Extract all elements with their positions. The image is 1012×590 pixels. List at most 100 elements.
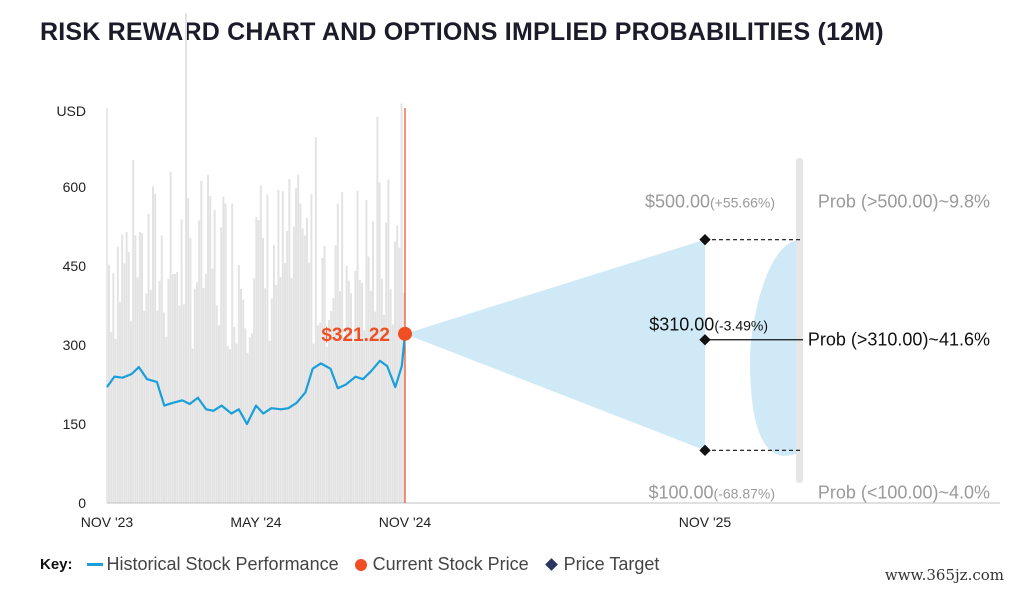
target-diamond bbox=[699, 334, 711, 346]
volume-bar bbox=[130, 321, 132, 503]
volume-bar bbox=[295, 188, 297, 504]
volume-bar bbox=[259, 185, 262, 503]
y-tick-label: 0 bbox=[78, 495, 86, 511]
target-price-label: $500.00(+55.66%) bbox=[645, 192, 775, 212]
volume-bar bbox=[125, 232, 128, 503]
volume-bar bbox=[339, 291, 341, 503]
volume-bar bbox=[277, 189, 280, 503]
volume-bar bbox=[127, 252, 130, 503]
volume-bar bbox=[174, 274, 176, 503]
volume-bar bbox=[361, 282, 363, 503]
volume-bar bbox=[119, 301, 121, 503]
y-tick-label: 600 bbox=[63, 179, 87, 195]
axes: USD 0 150 300 450 600 NOV '23 MAY '24 NOV '24 NOV… bbox=[56, 103, 1000, 530]
volume-bar bbox=[334, 245, 337, 503]
target-price-value: $500.00 bbox=[645, 192, 710, 212]
volume-bar bbox=[292, 226, 295, 503]
legend-key-label: Key: bbox=[40, 556, 73, 573]
line-swatch-icon bbox=[86, 563, 103, 566]
target-price-value: $100.00 bbox=[648, 482, 713, 502]
target-probability-label: Prob (>310.00)~41.6% bbox=[808, 330, 990, 350]
x-tick-label: NOV '23 bbox=[81, 514, 134, 530]
volume-bar bbox=[394, 241, 396, 503]
legend-item-history: Historical Stock Performance bbox=[86, 554, 339, 575]
volume-bar bbox=[255, 216, 258, 503]
volume-bar bbox=[244, 328, 247, 503]
volume-bar bbox=[336, 203, 339, 503]
volume-bar bbox=[347, 280, 350, 503]
volume-bar bbox=[268, 340, 271, 503]
target-price-pct: (+55.66%) bbox=[710, 195, 775, 211]
volume-bar bbox=[240, 289, 242, 503]
volume-bar bbox=[317, 325, 319, 503]
volume-bar bbox=[226, 346, 229, 503]
target-probability-label: Prob (<100.00)~4.0% bbox=[818, 482, 990, 502]
volume-bar bbox=[215, 305, 218, 503]
target-price-label: $310.00(-3.49%) bbox=[649, 315, 768, 335]
volume-bar bbox=[301, 228, 304, 503]
volume-bar bbox=[310, 194, 313, 503]
legend-history-label: Historical Stock Performance bbox=[106, 554, 339, 574]
volume-bar bbox=[299, 203, 302, 503]
volume-bar bbox=[222, 196, 225, 503]
labels: $321.22 $500.00(+55.66%) Prob (>500.00)~9.… bbox=[321, 192, 990, 503]
volume-bar bbox=[270, 298, 273, 503]
volume-bar bbox=[400, 103, 403, 503]
target-price-pct: (-68.87%) bbox=[714, 485, 775, 501]
projection-cone bbox=[405, 239, 705, 451]
volume-bar bbox=[266, 194, 269, 503]
volume-bar bbox=[202, 288, 205, 503]
diamond-swatch-icon bbox=[544, 558, 558, 571]
volume-bar bbox=[224, 203, 227, 503]
volume-bar bbox=[213, 210, 216, 503]
volume-bar bbox=[189, 237, 192, 503]
volume-bar bbox=[196, 282, 198, 503]
volume-bar bbox=[136, 277, 139, 503]
volume-bar bbox=[365, 199, 368, 504]
volume-bar bbox=[352, 342, 355, 503]
volume-bar bbox=[209, 196, 212, 503]
volume-bar bbox=[167, 278, 170, 503]
volume-bar bbox=[273, 244, 275, 503]
volume-bar bbox=[152, 186, 154, 504]
volume-bar bbox=[182, 304, 185, 503]
volume-bar bbox=[378, 182, 381, 503]
volume-bar bbox=[154, 193, 157, 503]
volume-bar bbox=[171, 274, 174, 503]
volume-bar bbox=[281, 191, 284, 503]
volume-bar bbox=[176, 271, 179, 503]
volume-bar bbox=[372, 221, 374, 503]
volume-bar bbox=[369, 290, 372, 503]
y-tick-label: 300 bbox=[63, 337, 87, 353]
volume-bar bbox=[312, 343, 315, 503]
volume-bar bbox=[303, 235, 306, 503]
volume-bar bbox=[178, 305, 181, 503]
volume-bar bbox=[286, 231, 289, 503]
target-probability-label: Prob (>500.00)~9.8% bbox=[818, 192, 990, 212]
volume-bar bbox=[350, 293, 352, 503]
volume-bar bbox=[383, 315, 385, 503]
probability-distribution bbox=[750, 239, 803, 456]
volume-bar bbox=[160, 235, 163, 503]
volume-bar bbox=[147, 213, 150, 503]
volume-bar bbox=[325, 346, 328, 503]
volume-bar bbox=[235, 343, 238, 503]
volume-bar bbox=[275, 285, 278, 503]
volume-bar bbox=[402, 292, 405, 503]
volume-bar bbox=[374, 311, 377, 503]
volume-bar bbox=[211, 268, 214, 503]
volume-bar bbox=[229, 349, 231, 503]
volume-bar bbox=[385, 222, 388, 503]
volume-bar bbox=[387, 179, 390, 504]
y-tick-label: 450 bbox=[63, 258, 87, 274]
volume-bar bbox=[180, 219, 183, 504]
dot-swatch-icon bbox=[354, 558, 367, 571]
volume-bar bbox=[257, 220, 260, 503]
y-axis-label: USD bbox=[56, 103, 86, 119]
watermark: www.365jz.com bbox=[884, 566, 1004, 584]
volume-bar bbox=[367, 256, 370, 503]
volume-bar bbox=[198, 220, 201, 504]
volume-bar bbox=[185, 13, 187, 503]
series bbox=[106, 234, 803, 456]
volume-bar bbox=[262, 237, 264, 503]
